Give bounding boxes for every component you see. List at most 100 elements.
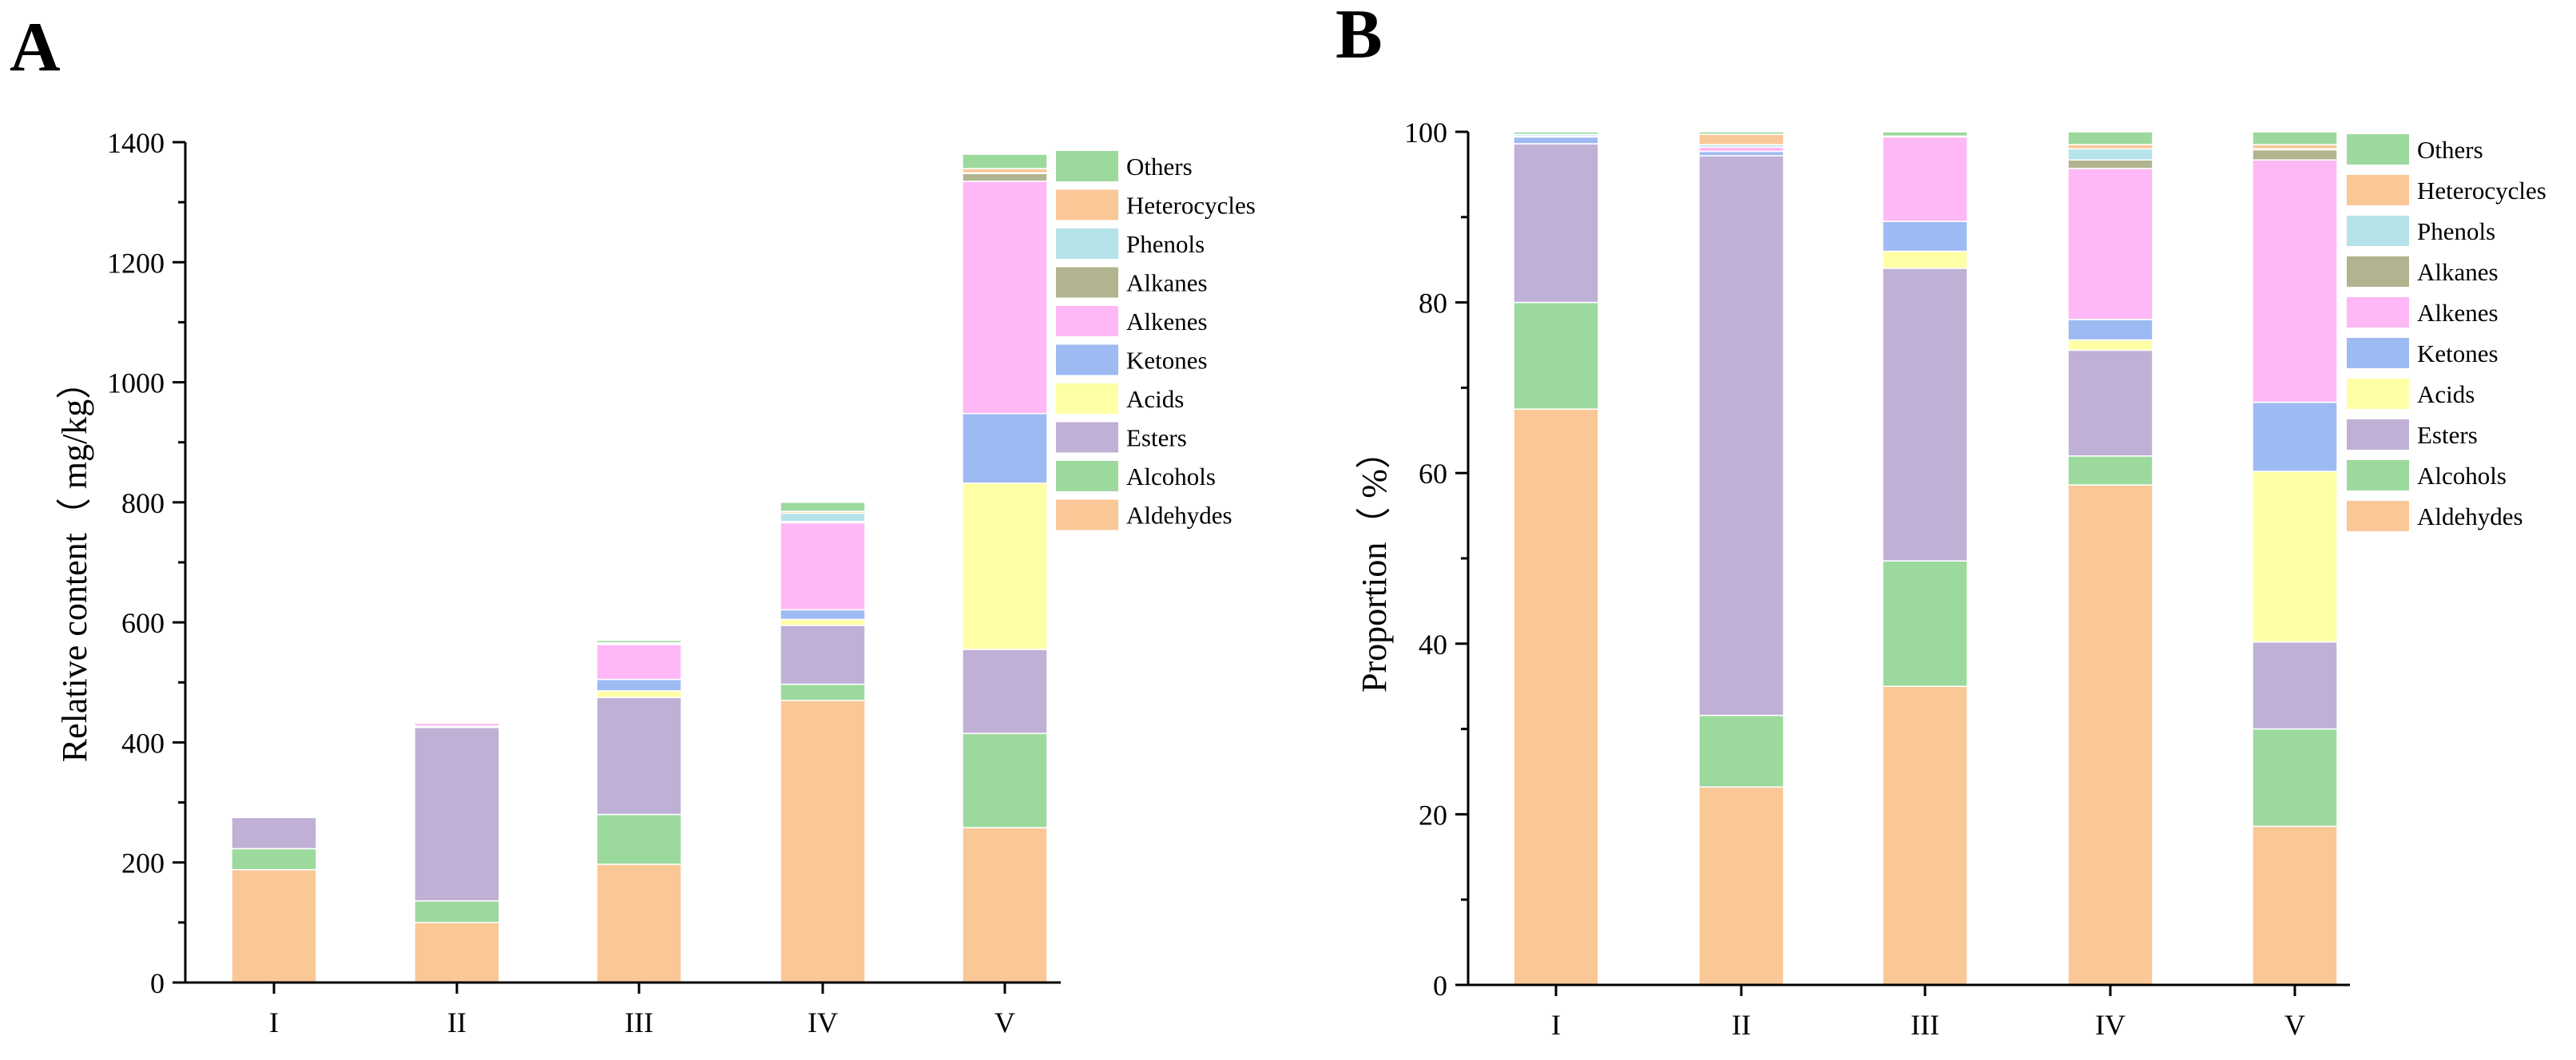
panel-a-legend-label-ketones: Ketones	[1126, 347, 1208, 375]
panel-a-bar-iv-acids	[780, 618, 866, 626]
panel-b-bar-ii-esters	[1698, 155, 1784, 717]
panel-a-bar-iv-others	[780, 502, 866, 512]
panel-a-bar-i-esters	[231, 816, 317, 850]
panel-a-y-tick-label: 1400	[107, 127, 165, 159]
panel-b-legend-swatch-heterocycles	[2347, 175, 2409, 205]
panel-b-legend-label-heterocycles: Heterocycles	[2417, 177, 2546, 204]
panel-a-bar-ii-aldehydes	[414, 922, 500, 983]
panel-b-x-tick-label-ii: II	[1732, 1009, 1751, 1041]
panel-b-legend-swatch-alcohols	[2347, 460, 2409, 490]
panel-a-legend-label-alkanes: Alkanes	[1126, 269, 1208, 297]
panel-b-y-tick-label: 20	[1419, 799, 1447, 831]
panel-b-bar-ii-others	[1698, 131, 1784, 135]
panel-b-y-tick-label: 100	[1404, 117, 1447, 149]
panel-b-bar-iii-acids	[1882, 250, 1968, 269]
panel-a-x-tick-label-iii: III	[625, 1006, 653, 1038]
panel-a-bar-iv-aldehydes	[780, 700, 866, 983]
panel-a-bar-iii-acids	[596, 690, 682, 698]
panel-b-legend-label-acids: Acids	[2417, 380, 2475, 408]
panel-b-bar-i-ketones	[1513, 136, 1599, 145]
panel-b-y-tick-label: 40	[1419, 629, 1447, 661]
panel-b-bar-i-others	[1513, 131, 1599, 135]
panel-a-bar-iii-aldehydes	[596, 863, 682, 983]
panel-b-bar-iii-alcohols	[1882, 560, 1968, 687]
panel-a-legend-swatch-phenols	[1056, 228, 1118, 259]
panel-a-legend-label-alcohols: Alcohols	[1126, 463, 1216, 490]
panel-b-bar-iv-ketones	[2067, 319, 2153, 341]
panel-b-legend-swatch-aldehydes	[2347, 501, 2409, 531]
panel-b-bar-iv-alcohols	[2067, 455, 2153, 486]
panel-b-bar-ii-heterocycles	[1698, 133, 1784, 145]
panel-a-bar-i-alcohols	[231, 848, 317, 871]
panel-b-bar-ii-alcohols	[1698, 714, 1784, 788]
panel-a-y-tick-label: 1000	[107, 367, 165, 399]
panel-a-legend-swatch-ketones	[1056, 344, 1118, 375]
panel-b-bar-iv-acids	[2067, 339, 2153, 351]
panel-b-bar-iv-phenols	[2067, 148, 2153, 161]
panel-a-bar-v-acids	[962, 482, 1048, 650]
panel-b-bar-v-esters	[2252, 641, 2338, 730]
panel-b-legend-swatch-acids	[2347, 379, 2409, 409]
panel-b-legend-swatch-alkanes	[2347, 256, 2409, 287]
panel-b-bar-v-heterocycles	[2252, 144, 2338, 150]
panel-a-legend-label-others: Others	[1126, 153, 1193, 181]
panel-a-y-tick-label: 800	[121, 487, 165, 519]
panel-a-legend-label-acids: Acids	[1126, 385, 1184, 413]
panel-a-legend-swatch-others	[1056, 151, 1118, 181]
panel-b-x-tick-label-iii: III	[1911, 1009, 1939, 1041]
panel-b-bar-i-aldehydes	[1513, 408, 1599, 986]
panel-a-legend-label-alkenes: Alkenes	[1126, 308, 1208, 335]
panel-b-legend-label-esters: Esters	[2417, 421, 2478, 449]
panel-b-legend-label-others: Others	[2417, 136, 2483, 164]
panel-b-x-tick-label-iv: IV	[2095, 1009, 2125, 1041]
panel-b-bar-v-alkenes	[2252, 159, 2338, 403]
panel-b-bar-iv-alkenes	[2067, 168, 2153, 320]
panel-b-legend-swatch-alkenes	[2347, 297, 2409, 328]
panel-b-bars	[1513, 131, 2338, 986]
panel-b-legend-label-alkenes: Alkenes	[2417, 299, 2499, 327]
panel-b-y-tick-label: 60	[1419, 458, 1447, 490]
panel-b-bar-i-esters	[1513, 143, 1599, 304]
panel-b-bar-iv-esters	[2067, 349, 2153, 457]
panel-a-bar-iii-alcohols	[596, 813, 682, 865]
panel-b-bar-ii-alkenes	[1698, 146, 1784, 153]
panel-a-bar-v-alkenes	[962, 181, 1048, 415]
panel-a-bars	[231, 153, 1048, 983]
panel-a-legend-swatch-heterocycles	[1056, 189, 1118, 220]
panel-a-bar-ii-heterocycles	[414, 721, 500, 723]
panel-b-bar-iv-alkanes	[2067, 159, 2153, 169]
panel-a-bar-v-ketones	[962, 412, 1048, 484]
panel-a-y-ticks: 0 200 400 600 800 1000 1200 1400	[107, 127, 185, 999]
panel-a-x-tick-label-i: I	[269, 1006, 279, 1038]
panel-b-y-ticks: 0 20 40 60 80 100	[1404, 117, 1468, 1002]
panel-b-legend-swatch-ketones	[2347, 338, 2409, 368]
panel-b-y-axis-title: Proportion（ %）	[1355, 434, 1394, 693]
panel-a-bar-i-phenols	[231, 813, 317, 816]
panel-a-legend-swatch-aldehydes	[1056, 499, 1118, 530]
panel-b-y-tick-label: 80	[1419, 288, 1447, 320]
panel-a-bar-iii-alkenes	[596, 644, 682, 681]
panel-b-legend-label-aldehydes: Aldehydes	[2417, 502, 2523, 530]
panel-b-legend-label-phenols: Phenols	[2417, 217, 2495, 245]
panel-a-bar-i-aldehydes	[231, 868, 317, 983]
panel-a-bar-iii-esters	[596, 697, 682, 816]
panel-a-bar-v-alkanes	[962, 173, 1048, 182]
panel-b-bar-iii-esters	[1882, 268, 1968, 562]
panel-a-x-ticks: I II III IV V	[269, 983, 1015, 1038]
panel-a-legend-label-esters: Esters	[1126, 424, 1187, 452]
panel-a-x-tick-label-ii: II	[447, 1006, 466, 1038]
panel-b-bar-iv-others	[2067, 131, 2153, 145]
panel-a-letter: A	[10, 9, 61, 86]
panel-b-bar-iii-others	[1882, 131, 1968, 137]
panel-a-x-tick-label-v: V	[994, 1006, 1015, 1038]
panel-a-bar-ii-esters	[414, 726, 500, 902]
panel-a-bar-iv-esters	[780, 625, 866, 685]
panel-a-y-tick-label: 1200	[107, 247, 165, 279]
panel-b-bar-v-alkanes	[2252, 149, 2338, 161]
panel-a-y-tick-label: 600	[121, 607, 165, 639]
panel-a-y-axis-title: Relative content（ mg/kg）	[55, 364, 94, 763]
panel-a-legend: Others Heterocycles Phenols Alkanes Alkenes K…	[1056, 151, 1256, 530]
panel-a-legend-swatch-alkanes	[1056, 267, 1118, 298]
